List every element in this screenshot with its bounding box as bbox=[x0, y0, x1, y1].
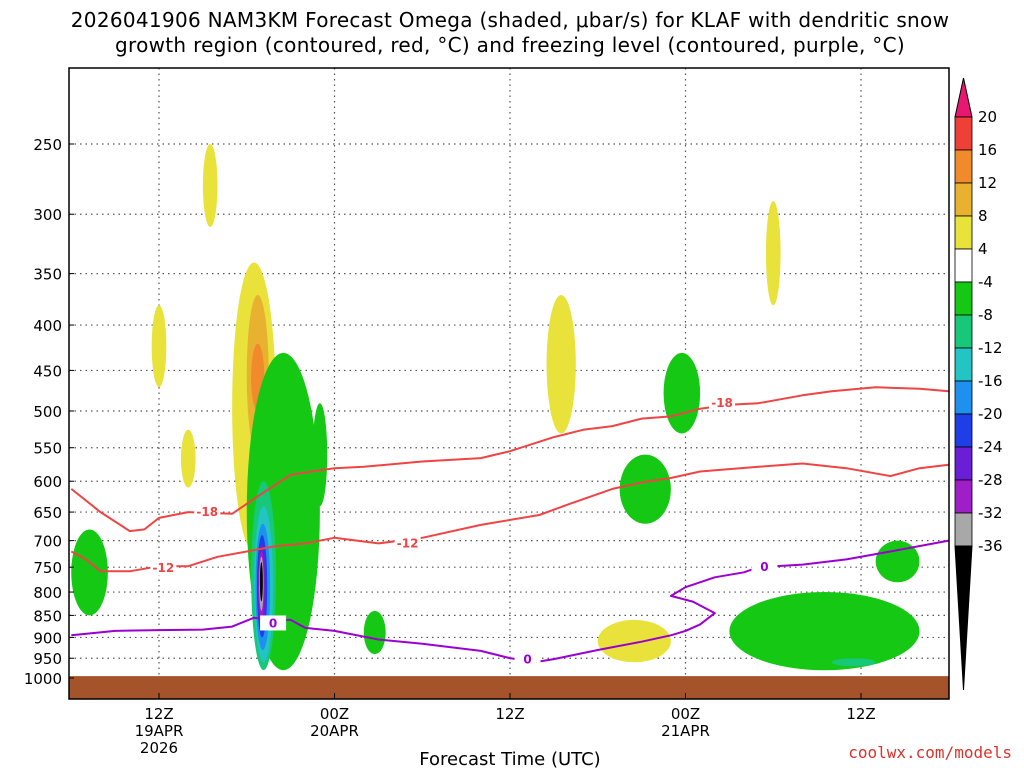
contour-label--12-1: -12 bbox=[397, 536, 419, 550]
contour-label-bg bbox=[150, 560, 177, 576]
y-tick-label-850: 850 bbox=[33, 607, 62, 625]
x-tick-label-6-1: 19APR bbox=[135, 722, 184, 740]
omega-region-2 bbox=[180, 429, 196, 488]
credit-text: coolwx.com/models bbox=[848, 743, 1012, 762]
contour-label-bg bbox=[260, 615, 287, 631]
contour-label-bg bbox=[751, 559, 778, 575]
contour-label--18-1: -18 bbox=[711, 396, 733, 410]
x-tick-label-18-1: 20APR bbox=[310, 722, 359, 740]
colorbar-label--16: -16 bbox=[978, 372, 1003, 390]
colorbar-bin--24 bbox=[954, 413, 973, 448]
colorbar-label-20: 20 bbox=[978, 108, 997, 126]
y-axis-ticks: 250 300 350 400 450 500 550 600 650 700 750 800 850 9… bbox=[24, 136, 74, 688]
y-tick-label-550: 550 bbox=[33, 440, 62, 458]
omega-region-12 bbox=[663, 352, 701, 434]
omega-region-0 bbox=[202, 144, 218, 227]
contour-labels: -18 -18 -12 -12 0 0 0 bbox=[150, 395, 778, 667]
omega-region-1 bbox=[151, 305, 167, 388]
y-tick-label-500: 500 bbox=[33, 403, 62, 421]
colorbar-label-12: 12 bbox=[978, 174, 997, 192]
y-tick-label-600: 600 bbox=[33, 473, 62, 491]
contour-label-0-0: 0 bbox=[269, 616, 277, 630]
omega-shading bbox=[71, 144, 920, 671]
contour-line--18 bbox=[70, 386, 949, 533]
contour-label-bg bbox=[394, 535, 421, 551]
omega-region-8 bbox=[597, 619, 671, 663]
colorbar-bin--4 bbox=[954, 248, 973, 283]
terrain-fill bbox=[69, 676, 949, 699]
colorbar-label--20: -20 bbox=[978, 405, 1003, 423]
x-tick-label-18-0: 00Z bbox=[320, 705, 349, 723]
plot-frame bbox=[68, 67, 950, 700]
y-tick-label-1000: 1000 bbox=[24, 670, 62, 688]
y-tick-label-650: 650 bbox=[33, 504, 62, 522]
omega-region-16 bbox=[875, 540, 920, 583]
contour-line-0 bbox=[71, 539, 949, 663]
y-tick-label-800: 800 bbox=[33, 584, 62, 602]
contour-label--18-0: -18 bbox=[196, 505, 218, 519]
colorbar: 20 16 12 8 4 -4 -8 -12 -16 -20 -24 -28 -32 -36 bbox=[954, 77, 1003, 691]
x-tick-label-6-2: 2026 bbox=[140, 739, 178, 757]
y-tick-label-700: 700 bbox=[33, 533, 62, 551]
omega-region-15 bbox=[729, 592, 920, 671]
colorbar-bin--12 bbox=[954, 314, 973, 349]
x-tick-label-6-0: 12Z bbox=[144, 705, 173, 723]
contour-label-bg bbox=[709, 395, 736, 411]
omega-region-14 bbox=[363, 610, 386, 655]
colorbar-top-arrow bbox=[954, 77, 973, 118]
colorbar-bin-8 bbox=[954, 182, 973, 217]
colorbar-bin--16 bbox=[954, 347, 973, 382]
contour-label--12-0: -12 bbox=[153, 561, 175, 575]
omega-region-7 bbox=[765, 201, 781, 306]
colorbar-label-16: 16 bbox=[978, 141, 997, 159]
chart-title-line-1: 2026041906 NAM3KM Forecast Omega (shaded… bbox=[71, 8, 949, 32]
colorbar-bin-12 bbox=[954, 149, 973, 184]
contour-label-0-1: 0 bbox=[523, 652, 531, 666]
gridlines bbox=[69, 68, 949, 699]
omega-region-10 bbox=[312, 403, 328, 507]
omega-region-13 bbox=[71, 529, 108, 616]
contour-label-0-2: 0 bbox=[760, 560, 768, 574]
contour-label-bg bbox=[514, 651, 541, 667]
chart-title-line-2: growth region (contoured, red, °C) and f… bbox=[115, 33, 905, 57]
x-tick-label-42-0: 00Z bbox=[671, 705, 700, 723]
omega-region-25 bbox=[259, 562, 263, 602]
colorbar-label--28: -28 bbox=[978, 471, 1003, 489]
colorbar-bin--36 bbox=[954, 512, 973, 547]
colorbar-label--8: -8 bbox=[978, 306, 993, 324]
colorbar-label-4: 4 bbox=[978, 240, 988, 258]
y-tick-label-950: 950 bbox=[33, 650, 62, 668]
colorbar-label-8: 8 bbox=[978, 207, 988, 225]
y-tick-label-250: 250 bbox=[33, 136, 62, 154]
colorbar-bin--20 bbox=[954, 380, 973, 415]
x-tick-label-30-0: 12Z bbox=[495, 705, 524, 723]
x-tick-label-54-0: 12Z bbox=[846, 705, 875, 723]
colorbar-label--32: -32 bbox=[978, 504, 1003, 522]
y-tick-label-300: 300 bbox=[33, 206, 62, 224]
colorbar-bin--32 bbox=[954, 479, 973, 514]
y-tick-label-450: 450 bbox=[33, 362, 62, 380]
y-tick-label-750: 750 bbox=[33, 559, 62, 577]
x-axis-label: Forecast Time (UTC) bbox=[419, 749, 600, 768]
colorbar-bin-4 bbox=[954, 215, 973, 250]
colorbar-label--4: -4 bbox=[978, 273, 993, 291]
omega-region-18 bbox=[831, 658, 876, 667]
colorbar-bin-16 bbox=[954, 116, 973, 151]
contour-label-bg bbox=[194, 504, 221, 520]
colorbar-bin--28 bbox=[954, 446, 973, 481]
colorbar-bin--8 bbox=[954, 281, 973, 316]
colorbar-label--24: -24 bbox=[978, 438, 1003, 456]
colorbar-label--12: -12 bbox=[978, 339, 1003, 357]
x-tick-label-42-1: 21APR bbox=[661, 722, 710, 740]
terrain bbox=[69, 676, 949, 699]
y-tick-label-900: 900 bbox=[33, 629, 62, 647]
y-tick-label-350: 350 bbox=[33, 266, 62, 284]
omega-region-6 bbox=[546, 295, 576, 434]
omega-region-11 bbox=[619, 454, 671, 524]
y-tick-label-400: 400 bbox=[33, 317, 62, 335]
colorbar-label--36: -36 bbox=[978, 537, 1003, 555]
colorbar-bottom-arrow bbox=[954, 545, 973, 691]
